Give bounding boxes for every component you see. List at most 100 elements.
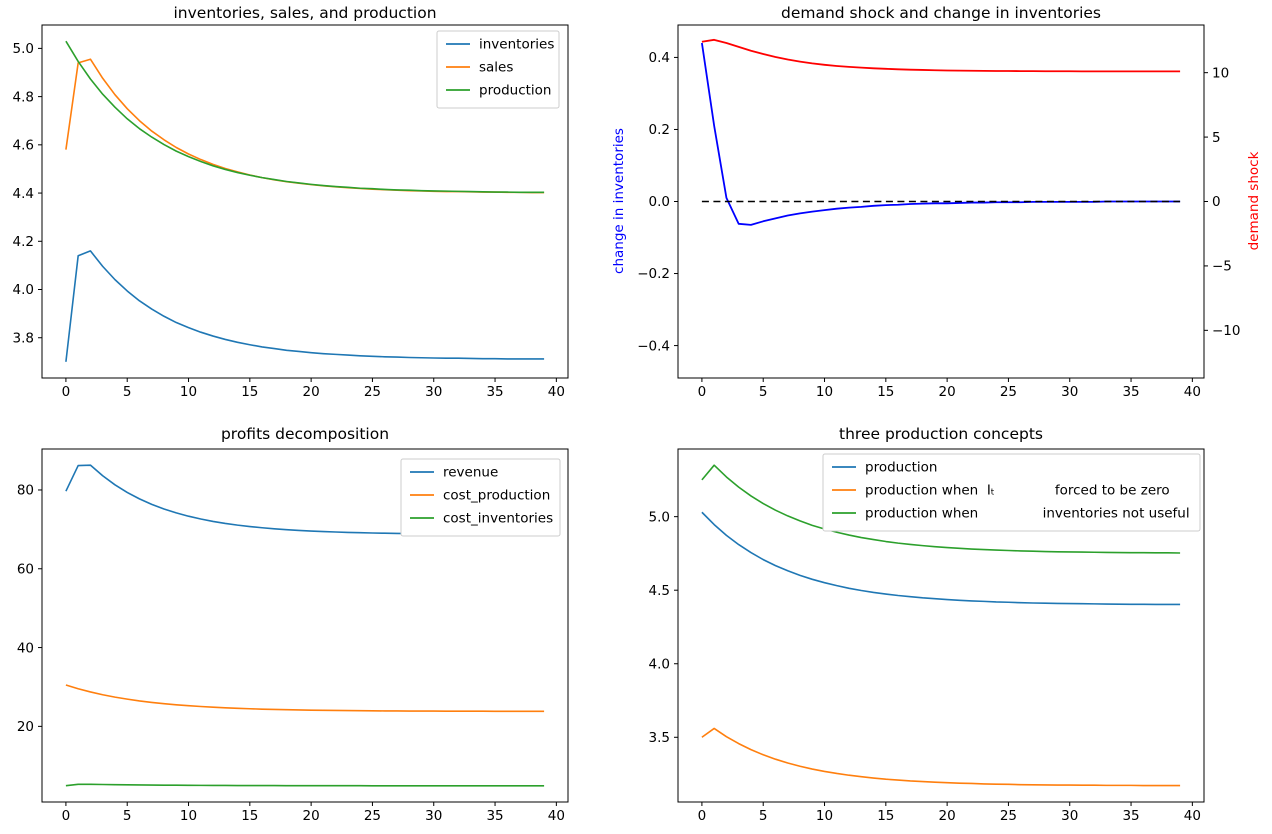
series-line-change-in-inventories — [701, 42, 1181, 226]
y-tick-label: 4.8 — [13, 89, 34, 105]
x-tick-label: 40 — [1184, 808, 1201, 824]
series-line-production — [65, 40, 545, 194]
series-line-production-when-i-t-forced-to-be-zero — [701, 727, 1181, 787]
chart-title: profits decomposition — [221, 425, 389, 443]
x-tick-label: 40 — [548, 384, 565, 400]
x-tick-label: 25 — [364, 384, 381, 400]
axes-spines — [677, 448, 1205, 803]
chart-title: demand shock and change in inventories — [781, 4, 1101, 22]
x-tick-label: 15 — [877, 808, 894, 824]
y-tick-label: 4.2 — [13, 234, 34, 250]
y-tick-label: 80 — [17, 483, 34, 499]
chart-svg-profits-decomposition: profits decomposition 0 5 10 15 20 25 30 35 40 20 4… — [17, 425, 569, 824]
y-tick-label: 0.2 — [649, 122, 670, 138]
y-tick-label-right: 10 — [1212, 65, 1229, 81]
series-line-inventories — [65, 250, 545, 362]
legend-label: cost_production — [443, 488, 550, 504]
x-tick-label: 15 — [241, 808, 258, 824]
x-tick-label: 10 — [816, 384, 833, 400]
y-axis-label-left: change in inventories — [611, 128, 627, 274]
x-tick-label: 10 — [180, 384, 197, 400]
y-axis-label-right: demand shock — [1246, 151, 1262, 250]
x-tick-label: 25 — [1000, 384, 1017, 400]
x-tick-label: 30 — [425, 384, 442, 400]
x-tick-label: 5 — [123, 384, 132, 400]
x-tick-label: 35 — [1122, 384, 1139, 400]
y-tick-label: 3.5 — [649, 730, 670, 746]
x-tick-label: 10 — [816, 808, 833, 824]
y-tick-label: −0.2 — [637, 266, 670, 282]
y-tick-label: 0.4 — [649, 50, 670, 66]
subplot-three-production-concepts: three production concepts 0 5 10 15 20 25 30 35 4… — [636, 417, 1272, 834]
x-tick-label: 20 — [303, 384, 320, 400]
chart-title: inventories, sales, and production — [173, 4, 436, 22]
y-tick-label-right: −10 — [1212, 323, 1241, 339]
legend-label: production — [865, 460, 938, 476]
legend-label: production when inventories not useful — [865, 506, 1190, 522]
axes-spines — [41, 448, 569, 803]
series-line-production — [701, 511, 1181, 606]
x-tick-label: 30 — [1061, 384, 1078, 400]
x-tick-label: 10 — [180, 808, 197, 824]
x-tick-label: 5 — [759, 808, 768, 824]
y-tick-label: 0.0 — [649, 194, 670, 210]
x-tick-label: 15 — [877, 384, 894, 400]
y-tick-label-right: 5 — [1212, 130, 1221, 146]
x-tick-label: 5 — [123, 808, 132, 824]
chart-svg-three-production-concepts: three production concepts 0 5 10 15 20 25 30 35 4… — [649, 425, 1205, 824]
legend-box — [436, 30, 560, 109]
y-tick-label: 5.0 — [13, 41, 34, 57]
axes-spines — [41, 24, 569, 379]
x-tick-label: 40 — [1184, 384, 1201, 400]
x-tick-label: 40 — [548, 808, 565, 824]
y-tick-label: 4.0 — [13, 282, 34, 298]
legend-label: production when Iₜ forced to be zero — [865, 483, 1170, 499]
chart-svg-demand-shock-change-in-inventories: demand shock and change in inventories 0 5… — [611, 4, 1262, 400]
x-tick-label: 35 — [1122, 808, 1139, 824]
subplot-demand-shock-change-in-inventories: demand shock and change in inventories 0 5… — [611, 0, 1272, 417]
legend-label: cost_inventories — [443, 511, 553, 527]
x-tick-label: 15 — [241, 384, 258, 400]
x-tick-label: 25 — [364, 808, 381, 824]
x-tick-label: 30 — [1061, 808, 1078, 824]
x-tick-label: 0 — [62, 808, 71, 824]
x-tick-label: 30 — [425, 808, 442, 824]
legend-box — [822, 453, 1201, 532]
y-tick-label-right: 0 — [1212, 194, 1221, 210]
legend-label: production — [479, 83, 552, 99]
subplot-inventories-sales-production: inventories, sales, and production 0 5 10 15… — [0, 0, 636, 417]
legend-box — [400, 458, 561, 537]
subplot-profits-decomposition: profits decomposition 0 5 10 15 20 25 30 35 40 20 4… — [0, 417, 636, 834]
x-tick-label: 20 — [303, 808, 320, 824]
legend-label: sales — [479, 60, 513, 76]
x-tick-label: 20 — [939, 384, 956, 400]
y-tick-label: 60 — [17, 561, 34, 577]
y-tick-label: −0.4 — [637, 338, 670, 354]
x-tick-label: 0 — [698, 808, 707, 824]
series-line-production-when-inventories-not-useful — [701, 464, 1181, 554]
y-tick-label: 40 — [17, 640, 34, 656]
y-tick-label: 20 — [17, 719, 34, 735]
y-tick-label: 4.5 — [649, 583, 670, 599]
chart-title: three production concepts — [839, 425, 1043, 443]
x-tick-label: 0 — [62, 384, 71, 400]
x-tick-label: 0 — [698, 384, 707, 400]
y-tick-label: 4.0 — [649, 656, 670, 672]
chart-svg-inventories-sales-production: inventories, sales, and production 0 5 10 15… — [13, 4, 569, 400]
legend-label: revenue — [443, 465, 498, 481]
series-line-cost-inventories — [65, 783, 545, 787]
y-tick-label-right: −5 — [1212, 259, 1232, 275]
x-tick-label: 20 — [939, 808, 956, 824]
series-line-demand-shock — [701, 38, 1181, 73]
x-tick-label: 5 — [759, 384, 768, 400]
legend-label: inventories — [479, 37, 554, 53]
x-tick-label: 25 — [1000, 808, 1017, 824]
y-tick-label: 3.8 — [13, 330, 34, 346]
x-tick-label: 35 — [486, 808, 503, 824]
series-line-cost-production — [65, 684, 545, 713]
x-tick-label: 35 — [486, 384, 503, 400]
y-tick-label: 4.4 — [13, 186, 34, 202]
y-tick-label: 4.6 — [13, 138, 34, 154]
y-tick-label: 5.0 — [649, 509, 670, 525]
